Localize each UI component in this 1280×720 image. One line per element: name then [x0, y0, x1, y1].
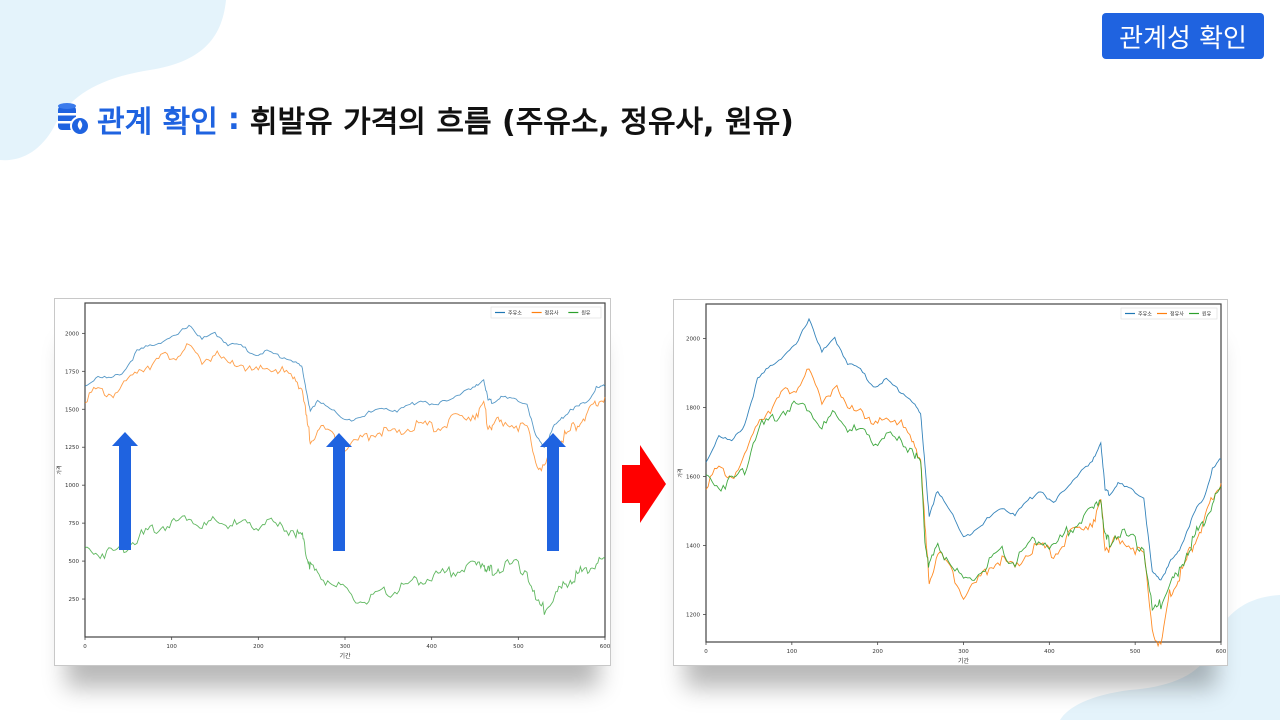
y-tick-label: 1200 — [686, 612, 700, 618]
x-axis-label: 기간 — [958, 657, 970, 665]
x-tick-label: 200 — [872, 649, 883, 655]
topic-badge: 관계성 확인 — [1102, 13, 1264, 59]
x-tick-label: 300 — [958, 649, 969, 655]
arrow-up-icon — [112, 432, 138, 550]
chart-right: 1200 1400 1600 1800 2000 0 100 200 300 400 500 600 기… — [677, 303, 1227, 665]
series-line-3 — [705, 400, 1222, 612]
x-axis-label: 기간 — [339, 652, 351, 660]
y-tick-label: 1800 — [686, 405, 700, 411]
legend-label: 주유소 — [1138, 312, 1152, 318]
x-tick-label: 200 — [253, 644, 264, 650]
arrow-right-icon — [622, 445, 666, 523]
x-tick-label: 0 — [704, 649, 708, 655]
topic-badge-label: 관계성 확인 — [1119, 23, 1247, 54]
legend-label: 주유소 — [508, 311, 522, 317]
x-tick-label: 100 — [787, 649, 798, 655]
legend-label: 정유사 — [1170, 311, 1184, 318]
x-tick-label: 500 — [1130, 649, 1141, 655]
chart-panel-right: 1200 1400 1600 1800 2000 0 100 200 300 400 500 600 기… — [673, 299, 1228, 666]
x-tick-label: 500 — [513, 644, 524, 650]
x-tick-label: 100 — [166, 644, 177, 650]
y-tick-label: 2000 — [65, 331, 79, 337]
x-tick-label: 600 — [600, 644, 610, 650]
series-line-3 — [84, 515, 606, 615]
legend-box — [1120, 307, 1218, 320]
y-tick-label: 750 — [69, 521, 80, 527]
y-axis-label: 가격 — [56, 465, 63, 474]
arrow-up-icon — [540, 433, 566, 551]
y-tick-label: 500 — [69, 559, 80, 565]
y-tick-label: 2000 — [686, 336, 700, 342]
legend-label: 원유 — [581, 310, 591, 317]
title-text: 휘발유 가격의 흐름 (주유소, 정유사, 원유) — [249, 105, 794, 140]
legend-label: 원유 — [1202, 311, 1212, 318]
y-tick-label: 1600 — [686, 474, 700, 480]
x-tick-label: 400 — [1044, 649, 1055, 655]
arrow-up-icon — [326, 433, 352, 551]
y-tick-label: 1250 — [65, 445, 79, 451]
page-title: 관계 확인 : 휘발유 가격의 흐름 (주유소, 정유사, 원유) — [55, 95, 794, 143]
oil-barrel-coins-icon — [58, 103, 90, 136]
legend-label: 정유사 — [545, 310, 559, 317]
y-tick-label: 1500 — [65, 407, 79, 413]
title-accent: 관계 확인 — [97, 105, 218, 140]
x-tick-label: 300 — [340, 644, 351, 650]
x-tick-label: 600 — [1216, 649, 1227, 655]
series-line-1 — [84, 324, 606, 448]
y-tick-label: 1000 — [65, 483, 79, 489]
legend-box — [490, 306, 602, 319]
title-separator: : — [227, 101, 240, 137]
decorative-blob-top-left — [0, 0, 226, 161]
y-tick-label: 1400 — [686, 543, 700, 549]
y-tick-label: 250 — [69, 597, 80, 603]
series-line-2 — [84, 343, 606, 472]
x-tick-label: 0 — [83, 644, 87, 650]
x-tick-label: 400 — [426, 644, 437, 650]
series-line-1 — [705, 317, 1222, 581]
y-tick-label: 1750 — [65, 369, 79, 375]
y-axis-label: 가격 — [677, 468, 684, 477]
plot-area — [705, 303, 1222, 643]
